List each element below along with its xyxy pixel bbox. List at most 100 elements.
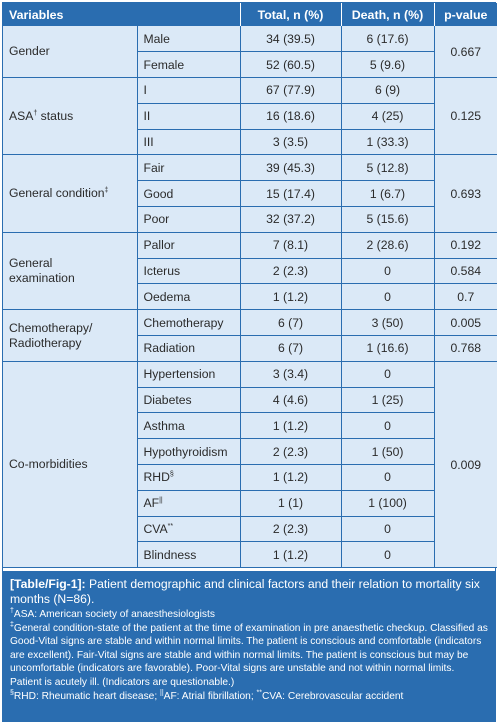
general-condition-sup: ‡ <box>104 187 109 195</box>
footnote-asa-text: ASA: American society of anaesthesiologi… <box>13 609 215 620</box>
footnote-gc-mark: ‡ <box>10 621 14 629</box>
row-label-cva: CVA** <box>137 515 241 543</box>
death-cell: 4 (25) <box>340 102 435 130</box>
chemo-line1: Chemotherapy/ <box>9 320 93 335</box>
table-row: Poor 32 (37.2) 5 (15.6) <box>3 206 497 233</box>
row-label: Icterus <box>137 257 241 285</box>
table-row: Icterus 2 (2.3) 0 0.584 <box>3 257 498 285</box>
table-row: CVA** 2 (2.3) 0 <box>3 515 497 543</box>
row-label-af: AF|| <box>137 489 241 517</box>
table-row: III 3 (3.5) 1 (33.3) <box>3 128 497 156</box>
pvalue-cell: 0.005 <box>433 309 498 337</box>
footnote-af-mark: || <box>160 689 164 697</box>
death-cell: 1 (33.3) <box>340 128 435 156</box>
death-cell: 5 (12.8) <box>340 154 435 182</box>
rhd-sup: § <box>169 471 174 479</box>
death-cell: 6 (9) <box>340 77 435 104</box>
asa-sup: † <box>33 109 38 117</box>
row-label: Hypertension <box>136 360 241 388</box>
row-label: Good <box>137 180 241 208</box>
row-label: II <box>137 102 241 130</box>
footnote-abbrev: §RHD: Rheumatic heart disease; ||AF: Atr… <box>10 689 488 704</box>
row-label: I <box>136 77 241 104</box>
death-cell: 1 (50) <box>340 438 435 466</box>
asa-suffix: status <box>37 108 74 123</box>
total-cell: 16 (18.6) <box>239 102 342 130</box>
footnote-cva-text: CVA: Cerebrovascular accident <box>261 690 404 702</box>
table-footnotes: [Table/Fig-1]: Patient demographic and c… <box>3 571 495 721</box>
pvalue-cell: 0.667 <box>433 26 498 79</box>
total-cell: 6 (7) <box>239 335 342 362</box>
death-cell: 1 (16.6) <box>340 335 435 362</box>
table-caption: [Table/Fig-1]: Patient demographic and c… <box>10 577 488 606</box>
total-cell: 3 (3.5) <box>239 128 342 156</box>
table-row: Oedema 1 (1.2) 0 0.7 <box>3 283 498 311</box>
header-row: Variables Total, n (%) Death, n (%) p-va… <box>3 3 498 26</box>
total-cell: 2 (2.3) <box>239 515 342 543</box>
death-cell: 0 <box>340 464 435 491</box>
total-cell: 7 (8.1) <box>239 231 342 259</box>
row-label: Radiation <box>137 335 241 362</box>
total-cell: 1 (1.2) <box>239 283 342 311</box>
total-cell: 2 (2.3) <box>239 257 342 285</box>
af-sup: || <box>159 497 163 505</box>
death-cell: 0 <box>340 283 435 311</box>
table-row: Chemotherapy/Radiotherapy Chemotherapy 6… <box>3 309 498 362</box>
chemo-line2: Radiotherapy <box>9 335 82 350</box>
total-cell: 3 (3.4) <box>239 360 342 388</box>
total-cell: 1 (1.2) <box>239 541 342 569</box>
death-cell: 1 (6.7) <box>340 180 435 208</box>
row-label: III <box>137 128 241 156</box>
table-row: Gender Male 34 (39.5) 6 (17.6) 0.667 <box>3 26 498 79</box>
total-cell: 4 (4.6) <box>239 386 342 414</box>
table-row: AF|| 1 (1) 1 (100) <box>3 489 497 517</box>
pvalue-cell: 0.693 <box>433 154 498 233</box>
death-cell: 0 <box>340 360 435 388</box>
death-cell: 6 (17.6) <box>340 26 435 53</box>
table-row: Blindness 1 (1.2) 0 <box>3 541 497 569</box>
table-row: Asthma 1 (1.2) 0 <box>3 412 497 440</box>
pvalue-cell: 0.192 <box>433 231 498 259</box>
death-cell: 0 <box>340 412 435 440</box>
table-row: General examination Pallor 7 (8.1) 2 (28.… <box>3 231 498 311</box>
pvalue-cell: 0.125 <box>433 77 498 156</box>
cva-sup: ** <box>167 522 174 530</box>
table-row: ASA† status I 67 (77.9) 6 (9) 0.125 <box>3 77 498 156</box>
header-variables: Variables <box>3 3 241 26</box>
footnote-asa: †ASA: American society of anaesthesiolog… <box>10 608 488 622</box>
group-label: Gender <box>3 26 138 79</box>
rhd-label: RHD <box>143 470 170 485</box>
row-label: Hypothyroidism <box>137 438 241 466</box>
group-label-general-examination: General examination <box>3 231 138 311</box>
pvalue-cell: 0.584 <box>433 257 498 285</box>
row-label: Female <box>137 51 241 79</box>
footnote-cva-mark: ** <box>256 689 262 697</box>
row-label: Fair <box>136 154 241 182</box>
table-row: Co-morbidities Hypertension 3 (3.4) 0 0.… <box>3 360 498 569</box>
death-cell: 3 (50) <box>340 309 435 337</box>
death-cell: 1 (100) <box>340 489 435 517</box>
group-label-chemo: Chemotherapy/Radiotherapy <box>3 309 138 362</box>
table-row: General condition‡ Fair 39 (45.3) 5 (12.… <box>3 154 498 233</box>
death-cell: 0 <box>340 541 435 569</box>
table-row: Good 15 (17.4) 1 (6.7) <box>3 180 497 208</box>
table-row: Radiation 6 (7) 1 (16.6) 0.768 <box>3 335 498 362</box>
death-cell: 0 <box>340 515 435 543</box>
row-label: Poor <box>137 206 241 233</box>
general-examination-line2: examination <box>9 271 75 286</box>
footnote-general-condition: ‡General condition-state of the patient … <box>10 621 488 690</box>
data-table: Variables Total, n (%) Death, n (%) p-va… <box>3 3 498 569</box>
total-cell: 1 (1.2) <box>239 412 342 440</box>
pvalue-cell: 0.009 <box>433 360 498 569</box>
death-cell: 1 (25) <box>340 386 435 414</box>
group-label-general-condition: General condition‡ <box>3 154 138 233</box>
row-label: Diabetes <box>137 386 241 414</box>
caption-text: Patient demographic and clinical factors… <box>10 577 480 606</box>
row-label: Chemotherapy <box>136 309 241 337</box>
cva-label: CVA <box>143 522 168 537</box>
header-pvalue: p-value <box>434 3 498 26</box>
death-cell: 5 (15.6) <box>340 206 435 233</box>
row-label: Pallor <box>136 231 241 259</box>
group-label: Co-morbidities <box>3 360 138 569</box>
